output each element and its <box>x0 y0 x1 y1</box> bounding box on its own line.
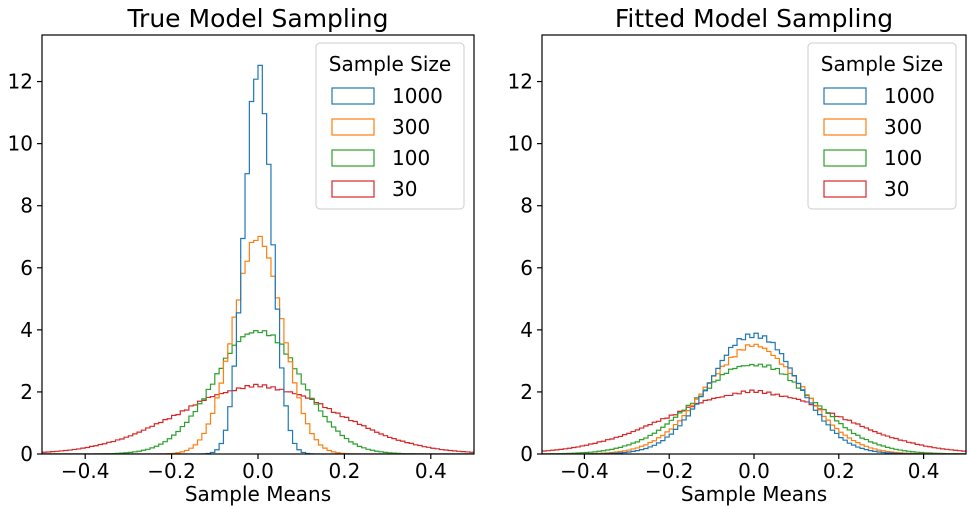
legend-swatch-100 <box>823 149 867 167</box>
legend: Sample Size 1000 300 100 30 <box>807 42 957 210</box>
x-tick-label: 0.4 <box>908 459 940 483</box>
legend-swatch-300 <box>331 118 375 136</box>
x-tick-label: −0.4 <box>560 459 609 483</box>
histogram-series-100 <box>42 330 474 454</box>
histogram-series-100 <box>542 363 966 454</box>
y-tick-label: 10 <box>8 132 33 156</box>
plot-area <box>542 332 966 454</box>
y-tick-label: 10 <box>508 132 533 156</box>
y-tick-label: 2 <box>20 380 33 404</box>
y-tick-label: 12 <box>8 70 33 94</box>
y-tick-label: 2 <box>520 380 533 404</box>
chart-panel-2: −0.4 −0.2 0.0 0.2 0.4 0 2 4 6 8 10 12 Fitted Model S… <box>508 4 967 506</box>
legend-swatch-300 <box>823 118 867 136</box>
x-tick-label: −0.2 <box>645 459 694 483</box>
legend-title: Sample Size <box>329 52 451 76</box>
x-tick-label: 0.0 <box>242 459 274 483</box>
x-tick-label: −0.4 <box>61 459 110 483</box>
legend-label-1000: 1000 <box>884 84 935 108</box>
legend-swatch-30 <box>823 180 867 198</box>
y-tick-label: 6 <box>20 256 33 280</box>
y-tick-label: 6 <box>520 256 533 280</box>
x-tick-label: 0.2 <box>823 459 855 483</box>
chart-title: Fitted Model Sampling <box>615 4 893 33</box>
y-tick-label: 8 <box>520 194 533 218</box>
legend: Sample Size 1000 300 100 30 <box>315 42 465 210</box>
legend-frame <box>807 42 957 210</box>
y-tick-label: 0 <box>20 442 33 466</box>
histogram-series-30 <box>542 389 966 453</box>
legend-swatch-30 <box>331 180 375 198</box>
x-tick-label: −0.2 <box>147 459 196 483</box>
legend-label-1000: 1000 <box>392 84 443 108</box>
legend-swatch-1000 <box>331 87 375 105</box>
histogram-series-1000 <box>42 64 474 454</box>
histogram-series-30 <box>42 383 474 454</box>
legend-label-300: 300 <box>392 115 430 139</box>
y-tick-label: 0 <box>520 442 533 466</box>
y-tick-label: 4 <box>520 318 533 342</box>
x-tick-label: 0.2 <box>328 459 360 483</box>
y-tick-label: 8 <box>20 194 33 218</box>
legend-label-100: 100 <box>392 146 430 170</box>
legend-swatch-1000 <box>823 87 867 105</box>
legend-label-300: 300 <box>884 115 922 139</box>
y-tick-label: 12 <box>508 70 533 94</box>
x-tick-label: 0.0 <box>738 459 770 483</box>
legend-title: Sample Size <box>821 52 943 76</box>
x-tick-label: 0.4 <box>415 459 447 483</box>
chart-title: True Model Sampling <box>126 4 388 33</box>
legend-swatch-100 <box>331 149 375 167</box>
legend-frame <box>315 42 465 210</box>
x-axis-label: Sample Means <box>185 482 331 506</box>
y-tick-label: 4 <box>20 318 33 342</box>
legend-label-30: 30 <box>884 177 909 201</box>
legend-label-100: 100 <box>884 146 922 170</box>
x-axis-label: Sample Means <box>681 482 827 506</box>
histogram-series-300 <box>542 343 966 454</box>
histogram-series-300 <box>42 235 474 454</box>
chart-panel-1: −0.4 −0.2 0.0 0.2 0.4 0 2 4 6 8 10 12 True Model Sam… <box>8 4 475 506</box>
legend-label-30: 30 <box>392 177 417 201</box>
